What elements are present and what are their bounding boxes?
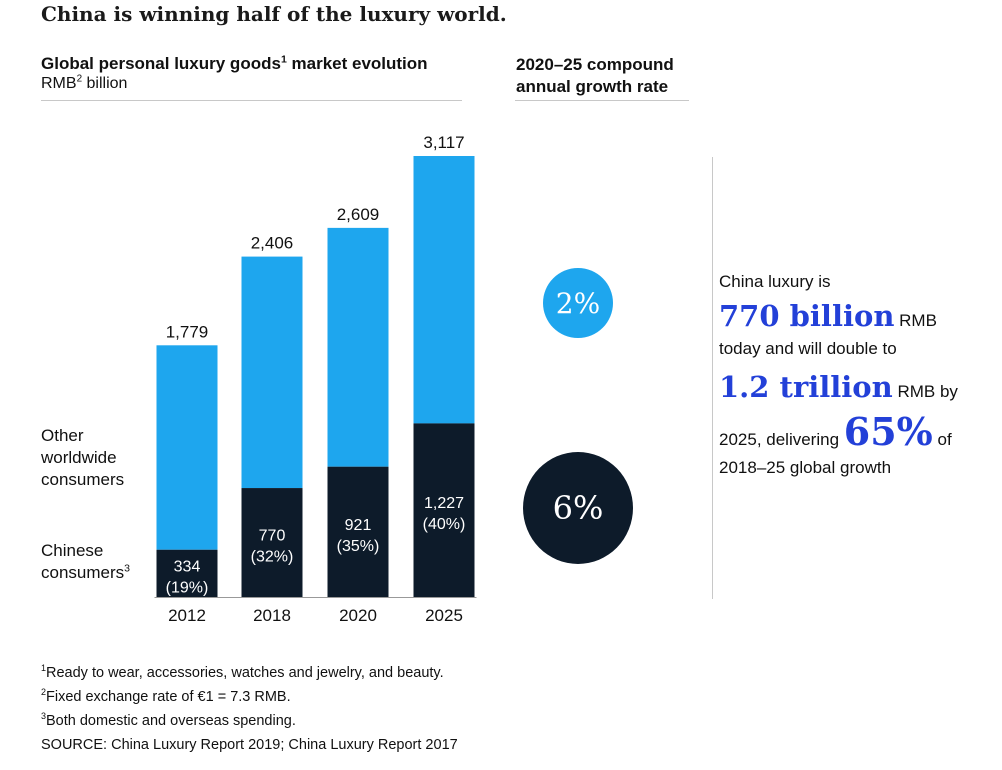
- total-label-2020: 2,609: [337, 205, 380, 224]
- bar-chinese-2020: [327, 466, 389, 597]
- bar-chinese-2025: [413, 423, 475, 597]
- cagr-other-circle: 2%: [543, 268, 613, 338]
- footnotes: 1Ready to wear, accessories, watches and…: [41, 661, 458, 757]
- bar-other-2012: [156, 345, 218, 550]
- stacked-bar-chart: 1,779 334 (19%) 2012 2,406 770 (32%) 2018 2,609 9…: [154, 133, 477, 625]
- chinese-share-2018: (32%): [251, 549, 294, 566]
- cagr-chinese-circle: 6%: [523, 452, 633, 564]
- footnote-3: 3Both domestic and overseas spending.: [41, 711, 296, 729]
- bar-chinese-2012: [156, 549, 218, 597]
- chinese-value-2020: 921: [345, 517, 372, 534]
- vertical-divider: [712, 157, 713, 599]
- chinese-share-2020: (35%): [337, 538, 380, 555]
- total-label-2018: 2,406: [251, 234, 294, 253]
- bar-other-2018: [241, 256, 303, 489]
- source-note: SOURCE: China Luxury Report 2019; China …: [41, 737, 458, 753]
- chinese-share-2012: (19%): [166, 579, 209, 596]
- chart-subtitle: Global personal luxury goods1 market evo…: [41, 54, 461, 94]
- x-tick-2012: 2012: [168, 606, 206, 625]
- chinese-value-2012: 334: [174, 558, 201, 575]
- chart-unit: RMB2 billion: [41, 73, 128, 92]
- bar-other-2025: [413, 156, 475, 424]
- callout-big-1-2: 1.2 trillion: [719, 370, 893, 404]
- total-label-2012: 1,779: [166, 322, 209, 341]
- cagr-title: 2020–25 compound annual growth rate: [516, 55, 674, 96]
- total-label-2025: 3,117: [423, 133, 464, 152]
- other-consumers-label: Other worldwide consumers: [41, 426, 125, 489]
- chinese-share-2025: (40%): [423, 516, 466, 533]
- callout-big-65: 65%: [843, 409, 933, 454]
- callout-big-770: 770 billion: [719, 299, 895, 333]
- x-tick-2020: 2020: [339, 606, 377, 625]
- page-headline: China is winning half of the luxury worl…: [41, 2, 507, 26]
- bar-chinese-2018: [241, 488, 303, 597]
- chinese-consumers-label: Chinese consumers3: [41, 541, 130, 582]
- x-tick-2025: 2025: [425, 606, 463, 625]
- left-title-divider: [41, 100, 462, 101]
- chinese-value-2025: 1,227: [424, 495, 464, 512]
- chinese-value-2018: 770: [259, 528, 286, 545]
- china-callout: China luxury is 770 billion RMB today an…: [719, 272, 958, 477]
- cagr-other-value: 2%: [555, 286, 601, 320]
- x-tick-2018: 2018: [253, 606, 291, 625]
- chart-title: Global personal luxury goods1 market evo…: [41, 53, 428, 73]
- bar-other-2020: [327, 227, 389, 467]
- footnote-1: 1Ready to wear, accessories, watches and…: [41, 663, 444, 681]
- cagr-chinese-value: 6%: [552, 489, 604, 527]
- footnote-2: 2Fixed exchange rate of €1 = 7.3 RMB.: [41, 687, 291, 705]
- cagr-title-divider: [515, 100, 689, 101]
